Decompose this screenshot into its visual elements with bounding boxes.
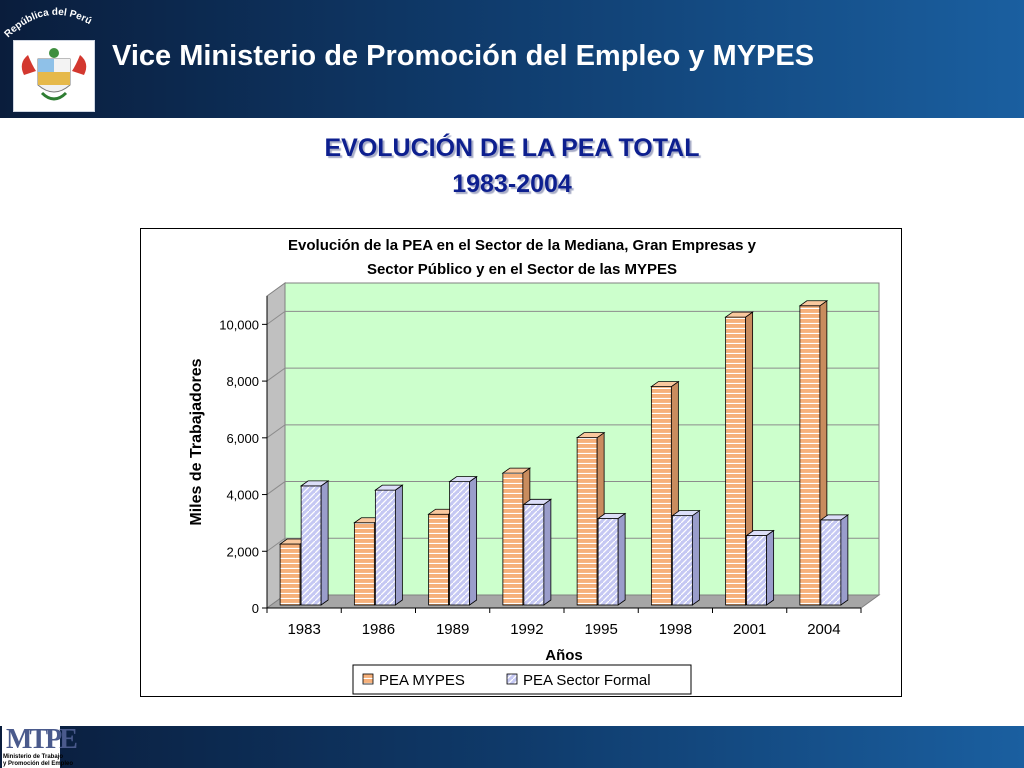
legend-item-pea-sector-formal: PEA Sector Formal: [506, 672, 651, 689]
seal-arc-text: República del Perú: [3, 7, 94, 40]
slide-title: EVOLUCIÓN DE LA PEA TOTAL: [324, 134, 700, 162]
y-gridline: [266, 367, 879, 382]
bar-pea-sector-formal-1998: [671, 509, 701, 606]
bar-pea-sector-formal-2004: [819, 514, 850, 606]
y-axis-title: Miles de Trabajadores: [188, 358, 205, 525]
coat-of-arms-logo: [13, 40, 95, 112]
y-gridline: [266, 424, 879, 439]
y-tick-label: 6,000: [226, 431, 259, 446]
bar-pea-sector-formal-1983: [299, 480, 330, 606]
y-tick-label: 4,000: [226, 488, 259, 503]
bar-pea-sector-formal-1989: [448, 475, 478, 606]
x-axis-title: Años: [545, 647, 583, 664]
y-tick-label: 2,000: [226, 544, 259, 559]
y-tick-label: 0: [252, 601, 259, 616]
logo-caption: Ministerio de Trabajo y Promoción del Em…: [3, 754, 74, 767]
chart-title-line1: Evolución de la PEA en el Sector de la M…: [288, 237, 756, 254]
ministry-logo: MTPE Ministerio de Trabajo y Promoción d…: [2, 722, 78, 768]
y-tick-label: 10,000: [219, 317, 259, 332]
x-tick-label-1998: 1998: [659, 621, 692, 638]
header-bar: [0, 0, 1024, 118]
logo-mark: MTPE: [6, 724, 78, 755]
bar-pea-sector-formal-1986: [374, 484, 404, 606]
footer-bar: [0, 726, 1024, 768]
bar-pea-sector-formal-1992: [522, 498, 553, 606]
legend-label: PEA Sector Formal: [523, 672, 651, 689]
legend-item-pea-mypes: PEA MYPES: [362, 672, 465, 689]
chart-container: Evolución de la PEA en el Sector de la M…: [140, 228, 902, 697]
y-gridline: [266, 481, 879, 495]
x-tick-label-2001: 2001: [733, 621, 766, 638]
header-title: Vice Ministerio de Promoción del Empleo …: [112, 40, 815, 72]
slide-subtitle-years: 1983-2004: [452, 170, 572, 198]
y-gridline: [266, 310, 879, 325]
x-tick-label-2004: 2004: [807, 621, 840, 638]
bar-pea-sector-formal-1995: [596, 512, 627, 606]
svg-text:República del Perú: República del Perú: [3, 7, 94, 40]
bar-chart: 0 2,000 4,000 6,000 8,000 10,000 1983 1986 1989 1…: [188, 282, 881, 695]
x-tick-label-1995: 1995: [584, 621, 617, 638]
x-tick-label-1989: 1989: [436, 621, 469, 638]
x-tick-label-1986: 1986: [362, 621, 395, 638]
y-tick-label: 8,000: [226, 374, 259, 389]
x-tick-label-1983: 1983: [287, 621, 320, 638]
x-tick-label-1992: 1992: [510, 621, 543, 638]
legend-label: PEA MYPES: [379, 672, 465, 689]
legend-box: [352, 664, 692, 695]
bar-pea-sector-formal-2001: [745, 529, 775, 606]
chart-title-line2: Sector Público y en el Sector de las MYP…: [366, 261, 678, 278]
bar-pea-mypes-2001: [724, 311, 754, 606]
